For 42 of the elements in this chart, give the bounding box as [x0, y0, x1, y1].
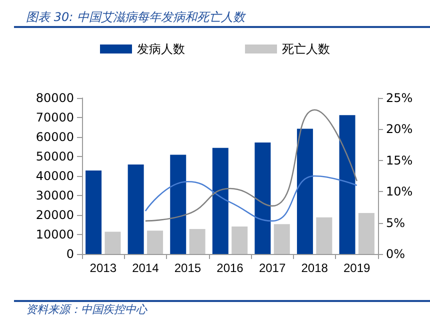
legend-label: 发病人数	[137, 42, 185, 56]
x-tick-label: 2019	[344, 261, 371, 275]
bar	[316, 217, 332, 254]
bar	[147, 230, 164, 254]
bar	[296, 128, 313, 254]
y-tick-label: 70000	[36, 110, 74, 124]
bar	[232, 226, 248, 254]
x-tick-label: 2013	[90, 261, 117, 275]
y2-tick-label: 10%	[386, 184, 413, 199]
y-tick-label: 60000	[36, 130, 74, 144]
chart-title: 图表 30: 中国艾滋病每年发病和死亡人数	[14, 6, 430, 28]
bar	[128, 164, 144, 254]
y2-tick-label: 5%	[386, 216, 406, 230]
bar	[170, 154, 186, 254]
y-tick-label: 40000	[36, 169, 74, 183]
bar	[254, 142, 271, 254]
y-tick-label: 50000	[36, 150, 74, 164]
x-tick-label: 2018	[301, 261, 328, 275]
bar	[104, 232, 121, 254]
bar	[358, 213, 374, 254]
y2-tick-label: 15%	[386, 153, 413, 168]
y2-tick-label: 0%	[386, 247, 406, 261]
y2-tick-label: 25%	[386, 91, 413, 105]
x-tick-label: 2017	[258, 261, 286, 275]
bar	[274, 224, 290, 254]
x-tick-label: 2014	[132, 261, 160, 275]
y-tick-label: 30000	[36, 188, 74, 202]
text: 资料来源：中国疾控中心	[14, 300, 430, 318]
bar	[212, 148, 228, 254]
y-tick-label: 80000	[36, 91, 74, 105]
line-series	[144, 175, 358, 222]
legend-label: 死亡人数	[282, 42, 330, 56]
bar	[339, 115, 356, 254]
y2-tick-label: 20%	[386, 122, 413, 136]
bar	[86, 170, 102, 254]
y-tick-label: 20000	[36, 208, 74, 222]
x-tick-label: 2015	[174, 261, 202, 275]
bar	[189, 229, 206, 254]
line-series	[144, 109, 358, 222]
y-tick-label: 10000	[36, 228, 74, 242]
y-tick-label: 0	[66, 247, 74, 261]
x-tick-label: 2016	[216, 261, 244, 275]
